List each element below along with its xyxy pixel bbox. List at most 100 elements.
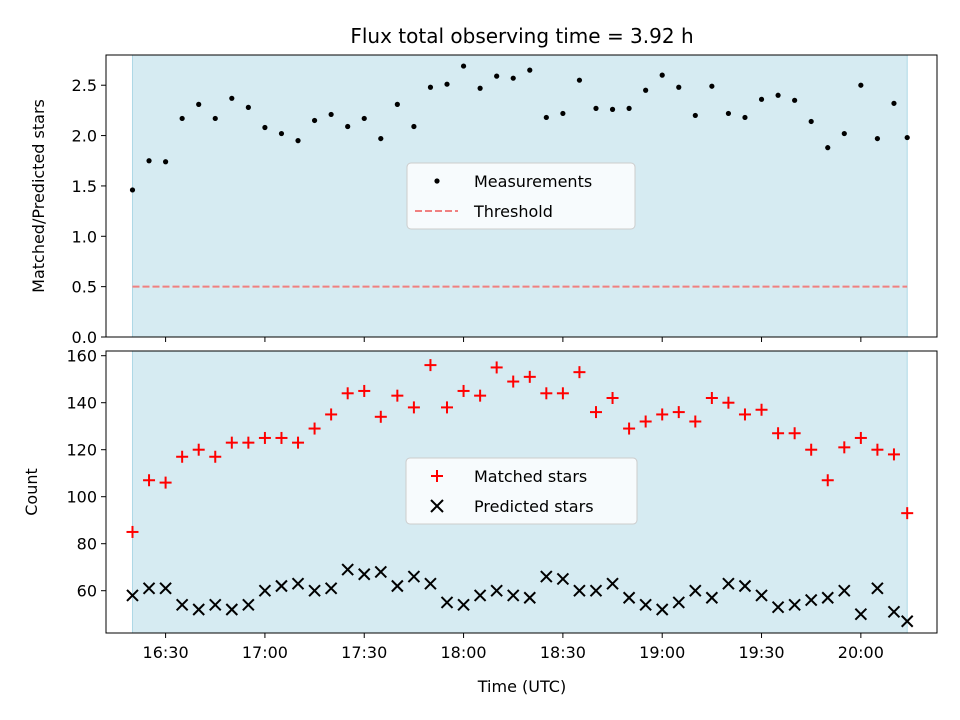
bottom-plot-frame — [105, 350, 938, 634]
matched-star-point — [656, 408, 669, 421]
predicted-star-point — [308, 584, 321, 597]
measurement-point — [129, 187, 136, 193]
y-tick-label: 60 — [77, 582, 97, 601]
measurement-point — [494, 73, 500, 79]
predicted-star-point — [407, 570, 421, 583]
predicted-star-point — [192, 603, 205, 616]
bottom-y-ticks: 60 80 100 120 140 160 — [66, 347, 106, 601]
matched-star-point — [192, 443, 205, 456]
measurement-point — [527, 67, 533, 73]
measurement-point — [891, 100, 897, 106]
predicted-star-point — [771, 600, 785, 614]
matched-star-point — [722, 396, 735, 409]
measurement-point — [179, 115, 185, 122]
measurement-point — [643, 87, 649, 93]
matched-star-point — [407, 401, 420, 414]
measurement-point — [361, 115, 367, 122]
measurement-point — [742, 114, 748, 121]
predicted-star-point — [424, 577, 437, 590]
matched-star-point — [275, 431, 288, 444]
legend-predicted-label: Predicted stars — [474, 497, 594, 516]
x-tick-label: 18:00 — [441, 643, 487, 662]
legend-measurements-label: Measurements — [474, 172, 592, 191]
top-panel: 0.0 0.5 1.0 1.5 2.0 2.5 Matched/Predicted sta… — [29, 54, 938, 347]
measurement-point — [345, 123, 351, 130]
predicted-star-point — [738, 579, 752, 593]
legend-matched-label: Matched stars — [474, 467, 587, 486]
matched-star-point — [258, 431, 271, 444]
matched-star-point — [159, 476, 172, 489]
matched-star-point — [540, 387, 553, 400]
matched-star-point — [292, 436, 305, 449]
predicted-star-point — [374, 565, 387, 579]
matched-star-point — [143, 474, 156, 487]
y-tick-label: 80 — [77, 535, 97, 554]
predicted-star-point — [900, 615, 914, 628]
measurement-point — [460, 63, 467, 69]
predicted-star-point — [755, 589, 768, 602]
bottom-legend-box — [405, 457, 638, 525]
predicted-star-point — [639, 598, 652, 612]
y-tick-label: 0.5 — [72, 278, 97, 297]
y-tick-label: 140 — [66, 394, 97, 413]
measurement-point — [593, 105, 599, 111]
matched-star-point — [424, 359, 437, 372]
matched-star-point — [308, 422, 321, 435]
matched-star-point — [788, 427, 801, 440]
measurement-point — [196, 101, 202, 107]
predicted-star-point — [523, 591, 536, 604]
predicted-star-point — [705, 591, 719, 604]
predicted-star-point — [175, 598, 189, 612]
predicted-star-point — [126, 589, 139, 602]
top-y-axis-label: Matched/Predicted stars — [29, 99, 48, 293]
y-tick-label: 1.5 — [72, 177, 97, 196]
x-tick-label: 19:30 — [738, 643, 784, 662]
predicted-star-point — [242, 598, 255, 612]
measurement-point — [510, 75, 516, 81]
y-tick-label: 2.0 — [72, 127, 97, 146]
measurement-point — [378, 135, 384, 142]
predicted-star-point — [473, 589, 487, 602]
measurement-point — [626, 105, 632, 111]
matched-star-point — [126, 525, 139, 538]
predicted-star-point — [159, 582, 172, 595]
measurement-points — [129, 63, 910, 193]
matched-star-point — [805, 443, 818, 456]
predicted-star-point — [490, 584, 503, 597]
y-tick-label: 160 — [66, 347, 97, 366]
matched-star-point — [374, 410, 387, 423]
measurement-point — [311, 117, 318, 124]
measurement-point — [477, 85, 483, 91]
measurement-point — [775, 92, 781, 98]
top-x-ticks — [165, 337, 862, 342]
matched-star-point — [341, 387, 354, 400]
predicted-star-point — [391, 579, 404, 593]
measurement-point — [692, 112, 698, 119]
matched-star-point — [772, 427, 785, 440]
top-y-ticks: 0.0 0.5 1.0 1.5 2.0 2.5 — [72, 76, 106, 347]
legend-threshold-label: Threshold — [473, 202, 553, 221]
predicted-star-point — [672, 596, 685, 609]
top-plot-frame — [105, 54, 938, 338]
predicted-star-point — [689, 584, 702, 597]
predicted-star-point — [589, 584, 603, 597]
measurement-point — [162, 159, 169, 165]
top-legend: Measurements Threshold — [406, 162, 636, 230]
matched-star-markers — [126, 359, 914, 538]
bottom-y-axis-label: Count — [22, 468, 41, 516]
bottom-panel: 60 80 100 120 140 160 16:30 17:00 17:30 18:00 18:… — [22, 347, 938, 696]
measurement-point — [808, 118, 814, 125]
matched-star-point — [838, 441, 851, 454]
measurement-point — [295, 138, 301, 144]
matched-star-point — [391, 389, 404, 402]
predicted-star-point — [440, 596, 454, 609]
predicted-star-point — [275, 579, 288, 593]
matched-star-point — [209, 450, 222, 463]
measurement-point — [411, 123, 417, 130]
predicted-star-point — [573, 584, 586, 597]
matched-star-point — [639, 415, 652, 428]
matched-star-point — [755, 403, 768, 416]
matched-star-point — [358, 384, 371, 397]
measurement-point — [444, 81, 450, 87]
